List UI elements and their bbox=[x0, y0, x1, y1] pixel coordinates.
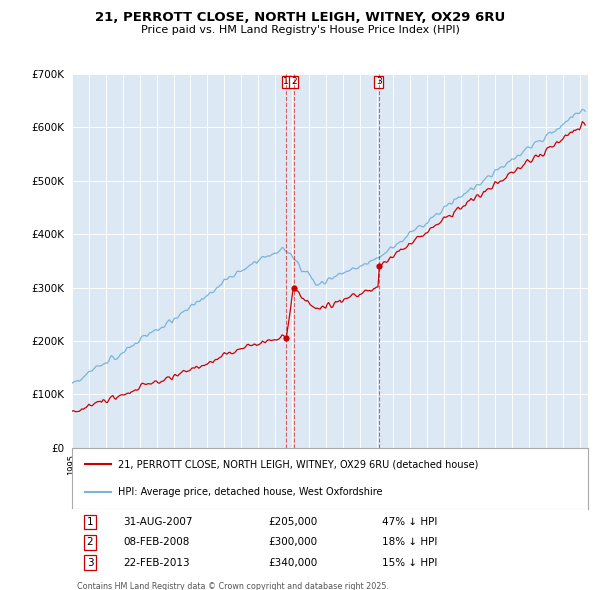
Text: Contains HM Land Registry data © Crown copyright and database right 2025.
This d: Contains HM Land Registry data © Crown c… bbox=[77, 582, 389, 590]
Text: 1: 1 bbox=[283, 77, 289, 87]
Text: 3: 3 bbox=[87, 558, 94, 568]
Text: 21, PERROTT CLOSE, NORTH LEIGH, WITNEY, OX29 6RU (detached house): 21, PERROTT CLOSE, NORTH LEIGH, WITNEY, … bbox=[118, 459, 479, 469]
Text: 47% ↓ HPI: 47% ↓ HPI bbox=[382, 517, 437, 527]
Text: 1: 1 bbox=[87, 517, 94, 527]
Text: Price paid vs. HM Land Registry's House Price Index (HPI): Price paid vs. HM Land Registry's House … bbox=[140, 25, 460, 35]
Text: 2: 2 bbox=[87, 537, 94, 548]
Text: £205,000: £205,000 bbox=[268, 517, 317, 527]
Text: £300,000: £300,000 bbox=[268, 537, 317, 548]
Text: HPI: Average price, detached house, West Oxfordshire: HPI: Average price, detached house, West… bbox=[118, 487, 383, 497]
Text: 22-FEB-2013: 22-FEB-2013 bbox=[124, 558, 190, 568]
Text: 3: 3 bbox=[376, 77, 382, 87]
Text: 15% ↓ HPI: 15% ↓ HPI bbox=[382, 558, 437, 568]
Text: 31-AUG-2007: 31-AUG-2007 bbox=[124, 517, 193, 527]
Text: £340,000: £340,000 bbox=[268, 558, 317, 568]
Text: 08-FEB-2008: 08-FEB-2008 bbox=[124, 537, 190, 548]
Text: 21, PERROTT CLOSE, NORTH LEIGH, WITNEY, OX29 6RU: 21, PERROTT CLOSE, NORTH LEIGH, WITNEY, … bbox=[95, 11, 505, 24]
Text: 18% ↓ HPI: 18% ↓ HPI bbox=[382, 537, 437, 548]
Text: 2: 2 bbox=[291, 77, 296, 87]
